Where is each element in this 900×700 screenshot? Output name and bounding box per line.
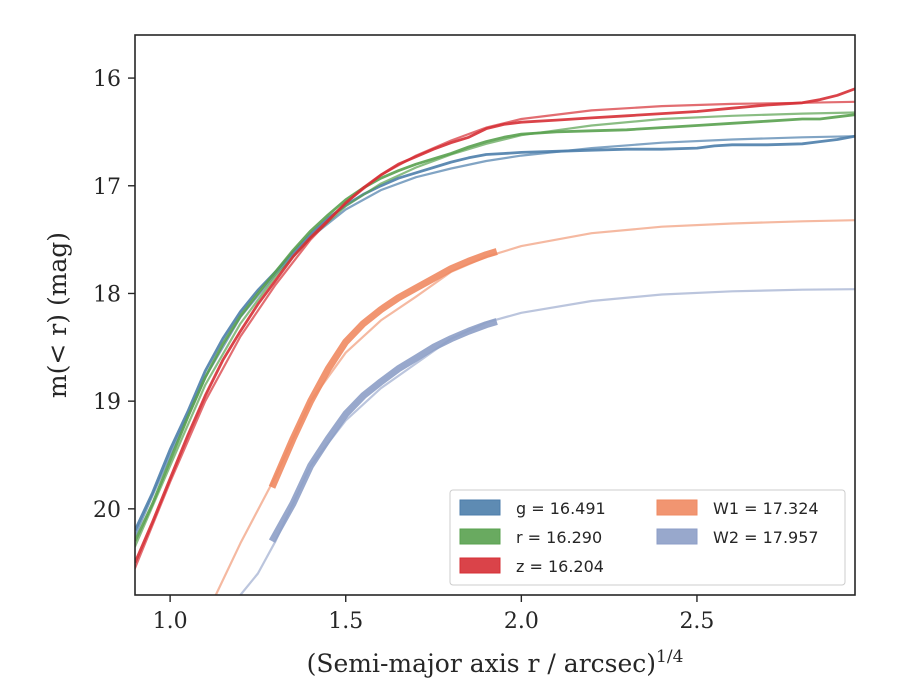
legend-label-z: z = 16.204 [516, 557, 604, 576]
legend-swatch-r [459, 528, 501, 545]
series-layer [135, 87, 855, 595]
x-tick-label: 2.0 [504, 609, 539, 634]
x-axis-label-exponent: 1/4 [656, 647, 683, 667]
legend-label-g: g = 16.491 [516, 499, 606, 518]
legend-swatch-w1 [656, 499, 698, 516]
y-axis-label: m(< r) (mag) [43, 232, 72, 398]
x-tick-label: 1.0 [153, 609, 188, 634]
legend-label-r: r = 16.290 [516, 528, 602, 547]
y-tick-label: 18 [93, 282, 121, 307]
x-tick-label: 2.5 [679, 609, 714, 634]
series-w1-observed-line [268, 248, 498, 489]
series-w2-observed-line [268, 318, 498, 543]
y-tick-label: 17 [93, 175, 121, 200]
series-r-observed-line [135, 113, 855, 542]
legend-swatch-z [459, 557, 501, 574]
y-tick-label: 19 [93, 390, 121, 415]
x-axis-label-text: (Semi-major axis r / arcsec) [307, 649, 656, 678]
legend-swatch-g [459, 499, 501, 516]
plot-frame [134, 34, 856, 596]
legend-label-w2: W2 = 17.957 [713, 528, 819, 547]
ticks-layer: 1.0 1.5 2.0 2.5 16 17 18 19 20 [93, 67, 714, 634]
legend-swatch-w2 [656, 528, 698, 545]
series-r-model-line [135, 111, 855, 548]
x-axis-label: (Semi-major axis r / arcsec)1/4 [307, 647, 684, 678]
legend: g = 16.491 r = 16.290 z = 16.204 W1 = 17.32… [449, 489, 846, 586]
legend-label-w1: W1 = 17.324 [713, 499, 819, 518]
series-z-observed-line [135, 87, 855, 564]
y-tick-label: 20 [93, 498, 121, 523]
series-g-observed-line [135, 134, 855, 531]
legend-frame [449, 489, 846, 586]
x-tick-label: 1.5 [328, 609, 363, 634]
y-tick-label: 16 [93, 67, 121, 92]
